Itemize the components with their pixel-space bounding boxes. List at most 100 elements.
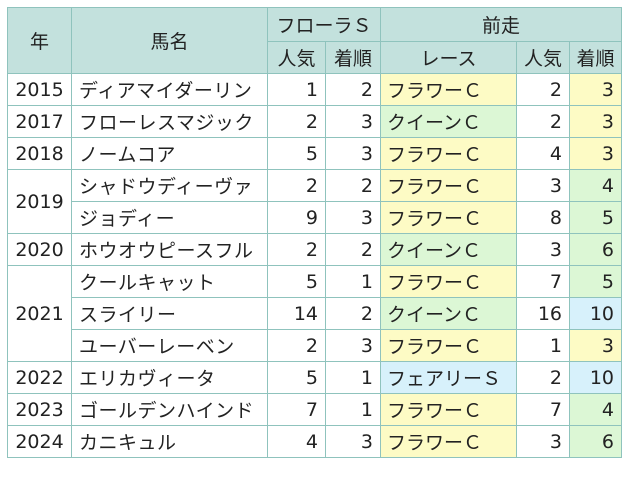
prev-race-cell: クイーンＣ <box>380 233 517 266</box>
popularity-cell: 5 <box>267 361 326 394</box>
finish-cell: 3 <box>325 329 381 362</box>
flora-stakes-table: 年 馬名 フローラＳ 前走 人気 着順 レース 人気 着順 2015 ディアマイ… <box>7 7 622 458</box>
header-horse-name: 馬名 <box>71 7 268 74</box>
finish-cell: 1 <box>325 265 381 298</box>
prev-race-cell: クイーンＣ <box>380 297 517 330</box>
year-cell: 2022 <box>7 361 72 394</box>
prev-race-cell: フラワーＣ <box>380 201 517 234</box>
horse-name-cell: クールキャット <box>71 265 268 298</box>
prev-race-cell: フラワーＣ <box>380 169 517 202</box>
prev-finish-cell: 3 <box>569 329 622 362</box>
header-flora-stakes: フローラＳ <box>267 7 381 42</box>
table-row: 2020 ホウオウピースフル 2 2 クイーンＣ 3 6 <box>7 233 622 266</box>
popularity-cell: 4 <box>267 425 326 458</box>
prev-popularity-cell: 2 <box>516 105 570 138</box>
year-cell: 2018 <box>7 137 72 170</box>
prev-race-cell: フラワーＣ <box>380 329 517 362</box>
prev-popularity-cell: 16 <box>516 297 570 330</box>
horse-name-cell: カニキュル <box>71 425 268 458</box>
popularity-cell: 9 <box>267 201 326 234</box>
table-row: 2018 ノームコア 5 3 フラワーＣ 4 3 <box>7 137 622 170</box>
prev-popularity-cell: 8 <box>516 201 570 234</box>
header-popularity: 人気 <box>267 41 326 74</box>
horse-name-cell: エリカヴィータ <box>71 361 268 394</box>
finish-cell: 1 <box>325 361 381 394</box>
prev-finish-cell: 3 <box>569 73 622 106</box>
year-cell: 2024 <box>7 425 72 458</box>
header-row-sub: 人気 着順 レース 人気 着順 <box>8 41 622 74</box>
table-row: ユーバーレーベン 2 3 フラワーＣ 1 3 <box>8 329 622 362</box>
prev-finish-cell: 5 <box>569 265 622 298</box>
prev-race-cell: クイーンＣ <box>380 105 517 138</box>
prev-race-cell: フラワーＣ <box>380 265 517 298</box>
table-row: 2022 エリカヴィータ 5 1 フェアリーＳ 2 10 <box>7 361 622 394</box>
finish-cell: 1 <box>325 393 381 426</box>
prev-finish-cell: 5 <box>569 201 622 234</box>
prev-finish-cell: 10 <box>569 361 622 394</box>
prev-popularity-cell: 7 <box>516 393 570 426</box>
prev-popularity-cell: 3 <box>516 425 570 458</box>
year-cell: 2019 <box>7 169 72 234</box>
finish-cell: 3 <box>325 105 381 138</box>
prev-popularity-cell: 2 <box>516 73 570 106</box>
prev-race-cell: フェアリーＳ <box>380 361 517 394</box>
table-row: スライリー 14 2 クイーンＣ 16 10 <box>8 297 622 330</box>
prev-finish-cell: 4 <box>569 393 622 426</box>
prev-race-cell: フラワーＣ <box>380 137 517 170</box>
prev-finish-cell: 4 <box>569 169 622 202</box>
table-row: 2023 ゴールデンハインド 7 1 フラワーＣ 7 4 <box>7 393 622 426</box>
year-cell: 2021 <box>7 265 72 362</box>
popularity-cell: 5 <box>267 265 326 298</box>
horse-name-cell: ユーバーレーベン <box>71 329 268 362</box>
year-cell: 2023 <box>7 393 72 426</box>
table-row: 2015 ディアマイダーリン 1 2 フラワーＣ 2 3 <box>7 73 622 106</box>
results-table-wrapper: 年 馬名 フローラＳ 前走 人気 着順 レース 人気 着順 2015 ディアマイ… <box>7 7 622 458</box>
table-row: 2019 シャドウディーヴァ 2 2 フラワーＣ 3 4 <box>7 169 622 234</box>
header-race: レース <box>380 41 517 74</box>
popularity-cell: 2 <box>267 105 326 138</box>
horse-name-cell: シャドウディーヴァ <box>71 169 268 202</box>
header-finish: 着順 <box>325 41 381 74</box>
header-previous-race: 前走 <box>380 7 622 42</box>
finish-cell: 3 <box>325 201 381 234</box>
horse-name-cell: ホウオウピースフル <box>71 233 268 266</box>
popularity-cell: 2 <box>267 329 326 362</box>
finish-cell: 3 <box>325 425 381 458</box>
horse-name-cell: ゴールデンハインド <box>71 393 268 426</box>
table-row: 2024 カニキュル 4 3 フラワーＣ 3 6 <box>7 425 622 458</box>
horse-name-cell: フローレスマジック <box>71 105 268 138</box>
table-row: ジョディー 9 3 フラワーＣ 8 5 <box>8 201 622 234</box>
finish-cell: 2 <box>325 73 381 106</box>
header-prev-finish: 着順 <box>569 41 622 74</box>
prev-popularity-cell: 7 <box>516 265 570 298</box>
horse-name-cell: スライリー <box>71 297 268 330</box>
horse-name-cell: ノームコア <box>71 137 268 170</box>
table-row: 2017 フローレスマジック 2 3 クイーンＣ 2 3 <box>7 105 622 138</box>
header-year: 年 <box>7 7 72 74</box>
prev-race-cell: フラワーＣ <box>380 73 517 106</box>
prev-finish-cell: 3 <box>569 105 622 138</box>
prev-popularity-cell: 3 <box>516 233 570 266</box>
header-row-top: 年 馬名 フローラＳ 前走 <box>7 7 622 74</box>
finish-cell: 2 <box>325 297 381 330</box>
popularity-cell: 14 <box>267 297 326 330</box>
prev-finish-cell: 6 <box>569 233 622 266</box>
prev-popularity-cell: 2 <box>516 361 570 394</box>
popularity-cell: 2 <box>267 169 326 202</box>
prev-race-cell: フラワーＣ <box>380 393 517 426</box>
popularity-cell: 7 <box>267 393 326 426</box>
horse-name-cell: ジョディー <box>71 201 268 234</box>
prev-finish-cell: 6 <box>569 425 622 458</box>
year-cell: 2015 <box>7 73 72 106</box>
prev-popularity-cell: 1 <box>516 329 570 362</box>
prev-finish-cell: 10 <box>569 297 622 330</box>
table-row: 2021 クールキャット 5 1 フラワーＣ 7 5 <box>7 265 622 362</box>
popularity-cell: 2 <box>267 233 326 266</box>
finish-cell: 2 <box>325 169 381 202</box>
finish-cell: 3 <box>325 137 381 170</box>
finish-cell: 2 <box>325 233 381 266</box>
popularity-cell: 5 <box>267 137 326 170</box>
prev-finish-cell: 3 <box>569 137 622 170</box>
year-cell: 2017 <box>7 105 72 138</box>
popularity-cell: 1 <box>267 73 326 106</box>
